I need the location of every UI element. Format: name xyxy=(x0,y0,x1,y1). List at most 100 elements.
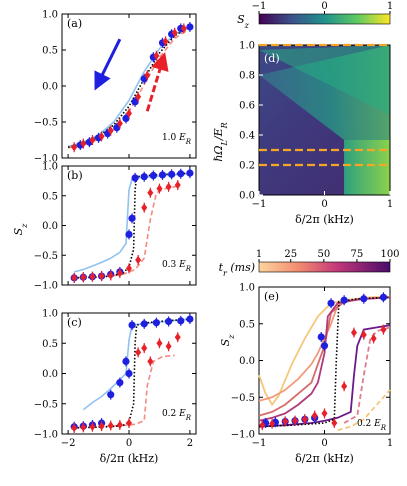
heatmap-right-region xyxy=(344,140,390,195)
panel-e-annotation: 0.2 ER xyxy=(357,419,387,432)
panel-e-rate-curve xyxy=(258,296,391,422)
panel-e-ytick-label: 0.0 xyxy=(239,356,255,367)
panel-c-red-point xyxy=(71,423,78,433)
panel-b-red-point xyxy=(107,271,114,280)
panel-a-red-point xyxy=(71,143,78,152)
panel-e-rate-curve xyxy=(337,389,391,432)
panel-b-ytick-label: −0.5 xyxy=(34,251,58,262)
panel-e-ytick-label: 0.5 xyxy=(239,319,255,330)
panel-c-light-blue-line xyxy=(82,318,190,411)
panel-e-xtick-label: −1 xyxy=(252,438,267,449)
panel-e-ylabel: Sz xyxy=(219,334,236,347)
panel-c-annotation: 0.2 ER xyxy=(162,409,192,422)
panel-c-black-dotted-line xyxy=(74,318,190,429)
panel-e-xtick-label: 0 xyxy=(321,438,327,449)
panel-c-blue-point xyxy=(164,317,173,326)
panel-e-blue-point xyxy=(320,342,329,350)
panel-e-ytick-label: 1.0 xyxy=(239,283,255,294)
panel-e-xlabel: δ/2π (kHz) xyxy=(295,452,354,465)
panel-b-blue-point xyxy=(186,169,194,177)
panel-b-red-point xyxy=(141,203,148,212)
panel-b-red-point xyxy=(147,188,154,197)
panel-e-red-point xyxy=(350,328,357,337)
panel-b-ytick-label: −1.0 xyxy=(34,281,58,292)
panel-b-red-point xyxy=(174,180,181,190)
colorbar-tr xyxy=(258,261,391,273)
panel-c-red-point xyxy=(107,421,114,430)
panel-c-red-point xyxy=(147,357,154,366)
panel-b-ytick-label: 1.0 xyxy=(42,162,58,173)
panel-c-blue-point xyxy=(186,315,194,323)
panel-c-red-point xyxy=(165,342,172,351)
panel-e-blue-point xyxy=(327,299,335,307)
panel-b-red-point xyxy=(135,255,142,265)
panel-e-xtick-label: 1 xyxy=(387,438,393,449)
colorbar-sz-tick-label: 1 xyxy=(387,1,393,12)
panel-c-ytick-label: −1.0 xyxy=(34,430,58,441)
panel-e-red-point xyxy=(380,325,387,334)
panel-e-blue-point xyxy=(360,295,368,303)
panel-a-ytick-label: 0.5 xyxy=(42,46,58,57)
panel-a-black-dotted-line xyxy=(67,26,191,148)
panel-e-label: (e) xyxy=(264,290,279,303)
panel-e-rate-curve xyxy=(258,324,391,428)
colorbar-sz-tick-label: 0 xyxy=(321,1,327,12)
heatmap-upper-right-region xyxy=(259,45,390,115)
panel-c-xtick-label: 2 xyxy=(187,438,193,449)
panel-c-red-point xyxy=(156,339,163,348)
panel-d-ytick-label: 0.0 xyxy=(239,191,255,202)
panel-d-xlabel: δ/2π (kHz) xyxy=(295,213,354,226)
colorbar-sz-tick-label: −1 xyxy=(252,1,267,12)
colorbar-tr-label: tr (ms) xyxy=(219,261,255,278)
panel-c-blue-point xyxy=(107,391,115,399)
panel-a-red-point xyxy=(116,119,123,128)
panel-c-blue-point xyxy=(128,321,136,329)
colorbar-tr-tick-label: 100 xyxy=(380,249,399,260)
panel-d-ylabel: ℏΩL/ER xyxy=(212,122,229,161)
panel-c-xtick-label: 0 xyxy=(126,438,132,449)
colorbar-tr-tick-label: 50 xyxy=(317,249,330,260)
panel-b-blue-point xyxy=(168,170,176,178)
panel-b-blue-point xyxy=(177,170,185,178)
panel-a-ytick-label: 0.0 xyxy=(42,82,58,93)
panel-c-blue-point xyxy=(125,369,133,378)
panel-c-blue-point xyxy=(122,357,130,365)
panel-b-blue-point xyxy=(158,171,167,179)
panel-a-annotation: 1.0 ER xyxy=(162,133,192,146)
panel-a-label: (a) xyxy=(67,17,82,30)
panel-a-red-arrow xyxy=(145,52,169,112)
panel-a-light-red-dashed-line xyxy=(67,27,191,149)
panel-c-red-point xyxy=(116,420,123,430)
panel-d-ytick-label: 0.4 xyxy=(239,131,255,142)
panel-a-ytick-label: −0.5 xyxy=(34,118,58,129)
panel-c-red-point xyxy=(126,418,132,428)
panel-e-red-point xyxy=(301,415,308,424)
panel-b-red-point xyxy=(126,264,132,273)
panel-c-ytick-label: 0.5 xyxy=(42,339,58,350)
panel-e-red-point xyxy=(370,334,377,343)
panel-e-blue-point xyxy=(340,296,348,304)
panel-e-ytick-label: −0.5 xyxy=(231,393,255,404)
panel-c-label: (c) xyxy=(67,316,82,329)
panel-a-red-point xyxy=(144,71,151,80)
panel-c-light-red-dashed-line xyxy=(74,354,175,429)
panel-e-blue-point xyxy=(317,333,325,341)
panel-a-red-point xyxy=(80,139,87,148)
panel-b-blue-point xyxy=(128,214,136,222)
panel-c-red-point xyxy=(89,422,96,431)
panel-b-label: (b) xyxy=(67,169,83,182)
panel-c-ytick-label: 0.0 xyxy=(42,369,58,380)
panel-e-red-point xyxy=(292,416,299,425)
panel-a-red-point xyxy=(162,37,169,46)
panel-e-red-point xyxy=(269,419,276,428)
panel-e-red-point xyxy=(321,409,328,418)
panel-e-red-point xyxy=(259,420,266,430)
panel-c-xtick-label: −2 xyxy=(61,438,76,449)
panel-e-rate-curve xyxy=(343,326,391,424)
panel-d-xtick-label: 0 xyxy=(321,199,327,210)
panel-c-red-point xyxy=(98,421,105,431)
panel-e-black-dotted-line xyxy=(258,296,391,428)
panel-b-red-point xyxy=(98,271,105,281)
panel-a-blue-point xyxy=(131,98,139,106)
panel-a-blue-point xyxy=(113,124,121,132)
